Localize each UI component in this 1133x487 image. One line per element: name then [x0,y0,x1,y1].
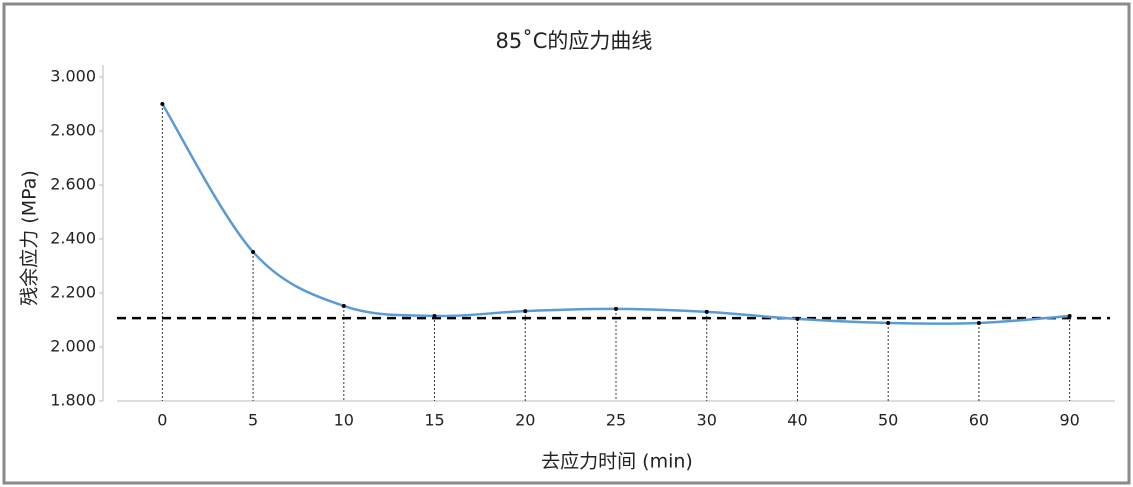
x-tick-label: 50 [878,411,898,430]
chart-title: 85˚C的应力曲线 [496,29,653,53]
series-line [161,103,1070,325]
data-point [886,320,891,325]
data-point [432,313,437,318]
x-tick-label: 60 [969,411,989,430]
y-tick-label: 2.000 [50,337,96,356]
x-tick-label: 5 [248,411,258,430]
y-tick-label: 2.200 [50,283,96,302]
y-tick-label: 2.800 [50,121,96,140]
data-point [976,320,981,325]
y-tick-label: 3.000 [50,67,96,86]
data-point [614,306,618,311]
x-tick-label: 15 [424,411,444,430]
data-point [795,316,800,321]
y-axis-title: 残余应力 (MPa) [19,170,41,306]
data-point [523,309,528,314]
x-tick-label: 0 [157,411,167,430]
x-tick-label: 10 [334,411,354,430]
x-axis-title: 去应力时间 (min) [541,451,693,473]
x-tick-label: 25 [606,411,626,430]
y-tick-label: 2.400 [50,229,96,248]
y-tick-label: 2.600 [50,175,96,194]
x-tick-label: 40 [787,411,807,430]
data-point [251,249,256,254]
y-tick-label: 1.800 [50,391,96,410]
x-tick-label: 20 [515,411,535,430]
x-tick-label: 30 [697,411,717,430]
data-point [341,303,346,308]
data-point [1067,313,1072,318]
data-point [704,309,709,314]
x-tick-label: 90 [1059,411,1079,430]
data-point [160,102,165,106]
